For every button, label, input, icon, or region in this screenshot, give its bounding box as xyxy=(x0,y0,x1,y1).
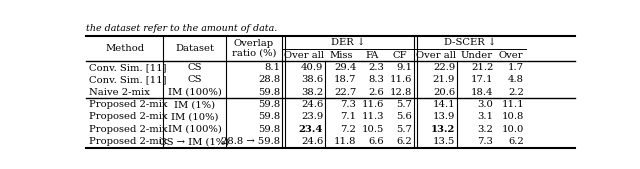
Text: 21.2: 21.2 xyxy=(471,63,493,72)
Text: the dataset refer to the amount of data.: the dataset refer to the amount of data. xyxy=(86,23,277,33)
Text: 20.6: 20.6 xyxy=(433,88,455,97)
Text: 28.8: 28.8 xyxy=(258,75,280,84)
Text: IM (100%): IM (100%) xyxy=(168,125,221,134)
Text: Miss: Miss xyxy=(330,51,353,60)
Text: 10.5: 10.5 xyxy=(362,125,384,134)
Text: 59.8: 59.8 xyxy=(258,125,280,134)
Text: FA: FA xyxy=(365,51,379,60)
Text: 18.7: 18.7 xyxy=(334,75,356,84)
Text: 7.3: 7.3 xyxy=(477,137,493,146)
Text: 59.8: 59.8 xyxy=(258,88,280,97)
Text: 2.2: 2.2 xyxy=(508,88,524,97)
Text: 40.9: 40.9 xyxy=(301,63,323,72)
Text: IM (10%): IM (10%) xyxy=(171,112,218,121)
Text: 13.5: 13.5 xyxy=(433,137,455,146)
Text: 29.4: 29.4 xyxy=(334,63,356,72)
Text: CF: CF xyxy=(393,51,408,60)
Text: 59.8: 59.8 xyxy=(258,100,280,109)
Text: 18.4: 18.4 xyxy=(471,88,493,97)
Text: 7.2: 7.2 xyxy=(340,125,356,134)
Text: 6.6: 6.6 xyxy=(369,137,384,146)
Text: 24.6: 24.6 xyxy=(301,100,323,109)
Text: 10.0: 10.0 xyxy=(502,125,524,134)
Text: Conv. Sim. [11]: Conv. Sim. [11] xyxy=(89,75,166,84)
Text: Proposed 2-mix: Proposed 2-mix xyxy=(89,137,168,146)
Text: CS: CS xyxy=(188,63,202,72)
Text: 17.1: 17.1 xyxy=(471,75,493,84)
Text: 11.1: 11.1 xyxy=(502,100,524,109)
Text: Over all: Over all xyxy=(415,51,456,60)
Text: Naive 2-mix: Naive 2-mix xyxy=(89,88,150,97)
Text: 4.8: 4.8 xyxy=(508,75,524,84)
Text: 11.6: 11.6 xyxy=(362,100,384,109)
Text: Proposed 2-mix: Proposed 2-mix xyxy=(89,125,168,134)
Text: Over all: Over all xyxy=(284,51,324,60)
Text: CS → IM (1%): CS → IM (1%) xyxy=(159,137,230,146)
Text: 5.7: 5.7 xyxy=(396,125,412,134)
Text: 11.6: 11.6 xyxy=(390,75,412,84)
Text: 6.2: 6.2 xyxy=(396,137,412,146)
Text: 1.7: 1.7 xyxy=(508,63,524,72)
Text: DER ↓: DER ↓ xyxy=(331,38,365,47)
Text: 9.1: 9.1 xyxy=(396,63,412,72)
Text: 22.7: 22.7 xyxy=(334,88,356,97)
Text: Dataset: Dataset xyxy=(175,44,214,53)
Text: Under: Under xyxy=(460,51,492,60)
Text: 7.1: 7.1 xyxy=(340,112,356,121)
Text: 12.8: 12.8 xyxy=(390,88,412,97)
Text: 38.6: 38.6 xyxy=(301,75,323,84)
Text: 22.9: 22.9 xyxy=(433,63,455,72)
Text: 6.2: 6.2 xyxy=(508,137,524,146)
Text: 3.0: 3.0 xyxy=(477,100,493,109)
Text: 5.7: 5.7 xyxy=(396,100,412,109)
Text: 13.2: 13.2 xyxy=(431,125,455,134)
Text: 3.2: 3.2 xyxy=(477,125,493,134)
Text: 21.9: 21.9 xyxy=(433,75,455,84)
Text: 10.8: 10.8 xyxy=(502,112,524,121)
Text: 2.3: 2.3 xyxy=(369,63,384,72)
Text: 59.8: 59.8 xyxy=(258,112,280,121)
Text: Proposed 2-mix: Proposed 2-mix xyxy=(89,112,168,121)
Text: 8.1: 8.1 xyxy=(264,63,280,72)
Text: 7.3: 7.3 xyxy=(340,100,356,109)
Text: Proposed 2-mix: Proposed 2-mix xyxy=(89,100,168,109)
Text: 23.4: 23.4 xyxy=(299,125,323,134)
Text: 11.3: 11.3 xyxy=(362,112,384,121)
Text: IM (100%): IM (100%) xyxy=(168,88,221,97)
Text: 14.1: 14.1 xyxy=(433,100,455,109)
Text: Method: Method xyxy=(105,44,144,53)
Text: 24.6: 24.6 xyxy=(301,137,323,146)
Text: 2.6: 2.6 xyxy=(369,88,384,97)
Text: 3.1: 3.1 xyxy=(477,112,493,121)
Text: 8.3: 8.3 xyxy=(369,75,384,84)
Text: D-SCER ↓: D-SCER ↓ xyxy=(444,38,496,47)
Text: 28.8 → 59.8: 28.8 → 59.8 xyxy=(221,137,280,146)
Text: ratio (%): ratio (%) xyxy=(232,49,276,58)
Text: 11.8: 11.8 xyxy=(334,137,356,146)
Text: 13.9: 13.9 xyxy=(433,112,455,121)
Text: Over: Over xyxy=(499,51,523,60)
Text: 5.6: 5.6 xyxy=(396,112,412,121)
Text: 23.9: 23.9 xyxy=(301,112,323,121)
Text: CS: CS xyxy=(188,75,202,84)
Text: Overlap: Overlap xyxy=(234,39,274,48)
Text: IM (1%): IM (1%) xyxy=(174,100,215,109)
Text: Conv. Sim. [11]: Conv. Sim. [11] xyxy=(89,63,166,72)
Text: 38.2: 38.2 xyxy=(301,88,323,97)
